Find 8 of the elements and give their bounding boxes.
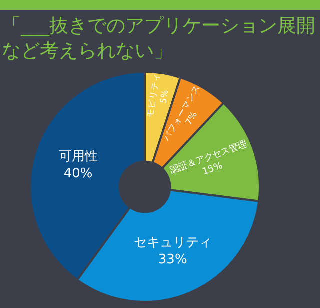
data-label: 40% xyxy=(64,166,93,182)
chart-title: 「___抜きでのアプリケーション展開など考えられない」 xyxy=(2,14,316,64)
data-label: 7% xyxy=(184,110,200,128)
slice-label: セキュリティ xyxy=(134,235,212,250)
slice-label: 可用性 xyxy=(58,149,98,164)
data-label: 33% xyxy=(158,252,188,268)
data-label: 15% xyxy=(201,160,225,178)
data-label: 5% xyxy=(159,90,172,104)
